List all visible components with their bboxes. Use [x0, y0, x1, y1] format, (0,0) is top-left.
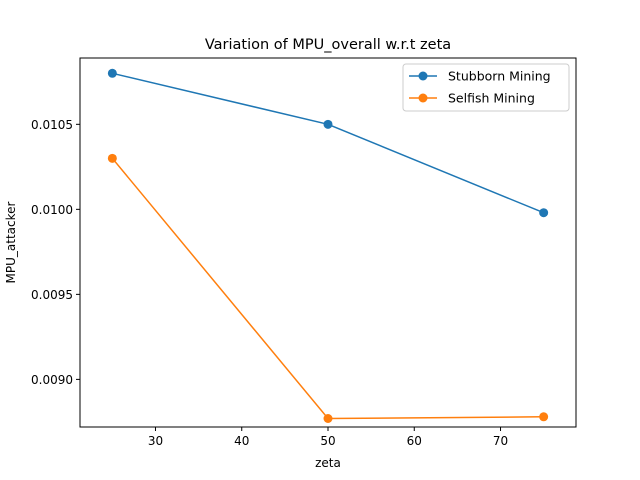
x-tick-label: 70 [493, 434, 508, 448]
data-point-stubborn-mining [323, 119, 333, 129]
data-point-selfish-mining [323, 413, 333, 423]
legend-label-stubborn-mining: Stubborn Mining [448, 69, 551, 84]
data-point-selfish-mining [107, 153, 117, 163]
series-line-selfish-mining [111, 157, 544, 420]
y-tick-label: 0.0100 [31, 203, 73, 217]
y-tick-label: 0.0095 [31, 288, 73, 302]
data-point-stubborn-mining [539, 208, 549, 218]
plot-frame [79, 57, 577, 428]
y-ticks: 0.0090 0.0095 0.0100 0.0105 [31, 118, 80, 387]
legend-box [402, 63, 570, 112]
legend-label-selfish-mining: Selfish Mining [448, 91, 535, 106]
x-ticks: 30 40 50 60 70 [148, 427, 508, 448]
x-tick-label: 40 [234, 434, 249, 448]
chart-title: Variation of MPU_overall w.r.t zeta [205, 37, 451, 53]
data-point-stubborn-mining [107, 68, 117, 78]
series-layer [107, 68, 549, 423]
y-tick-label: 0.0105 [31, 118, 73, 132]
x-tick-label: 50 [320, 434, 335, 448]
legend-marker-stubborn-mining [418, 71, 428, 81]
data-point-selfish-mining [539, 412, 549, 422]
legend: Stubborn Mining Selfish Mining [402, 63, 570, 112]
x-tick-label: 60 [407, 434, 422, 448]
x-tick-label: 30 [148, 434, 163, 448]
y-tick-label: 0.0090 [31, 373, 73, 387]
y-axis-label: MPU_attacker [4, 201, 18, 283]
legend-marker-selfish-mining [418, 93, 428, 103]
x-axis-label: zeta [315, 456, 341, 470]
